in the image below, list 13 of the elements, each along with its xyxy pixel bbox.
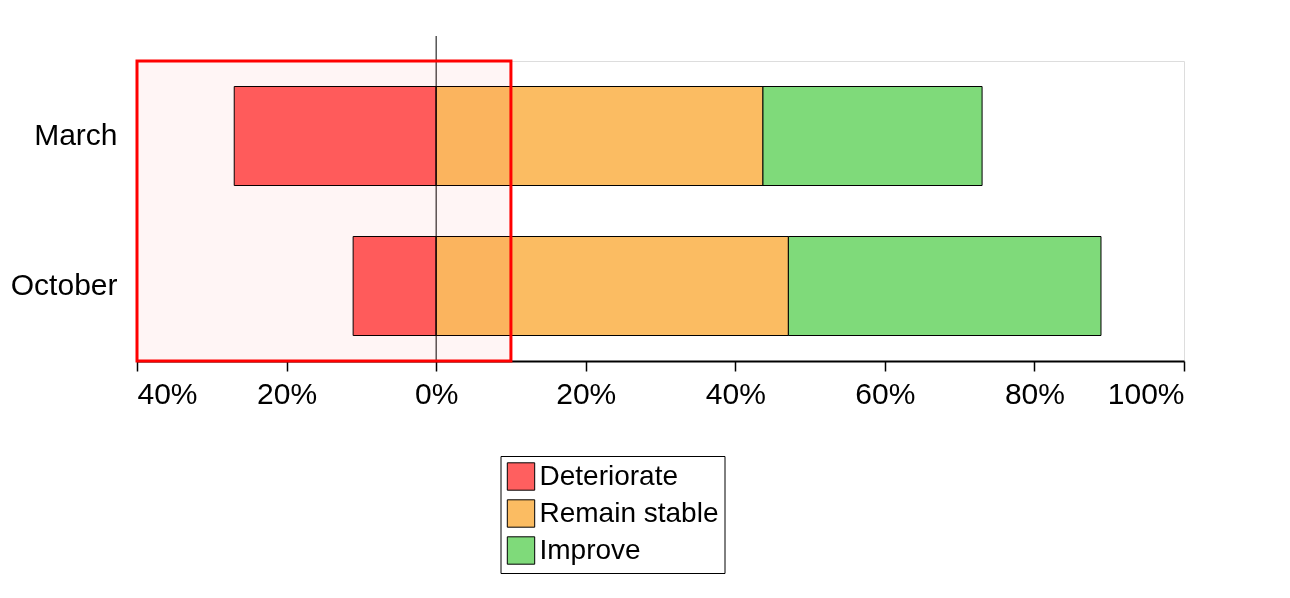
x-tick-label: 40% xyxy=(137,376,198,410)
x-tick-label: 40% xyxy=(705,376,766,410)
y-tick-label: March xyxy=(34,118,118,151)
x-tick-label: 100% xyxy=(1107,376,1185,410)
legend-label: Improve xyxy=(539,533,641,565)
x-tick-label: 80% xyxy=(1004,376,1065,410)
x-tick-label: 60% xyxy=(855,376,916,410)
legend-label: Remain stable xyxy=(539,496,719,528)
x-tick-label: 20% xyxy=(556,376,617,410)
x-tick-label: 0% xyxy=(414,376,459,410)
x-tick-label: 20% xyxy=(257,376,318,410)
legend-label: Deteriorate xyxy=(539,459,679,491)
y-tick-label: October xyxy=(10,268,118,301)
